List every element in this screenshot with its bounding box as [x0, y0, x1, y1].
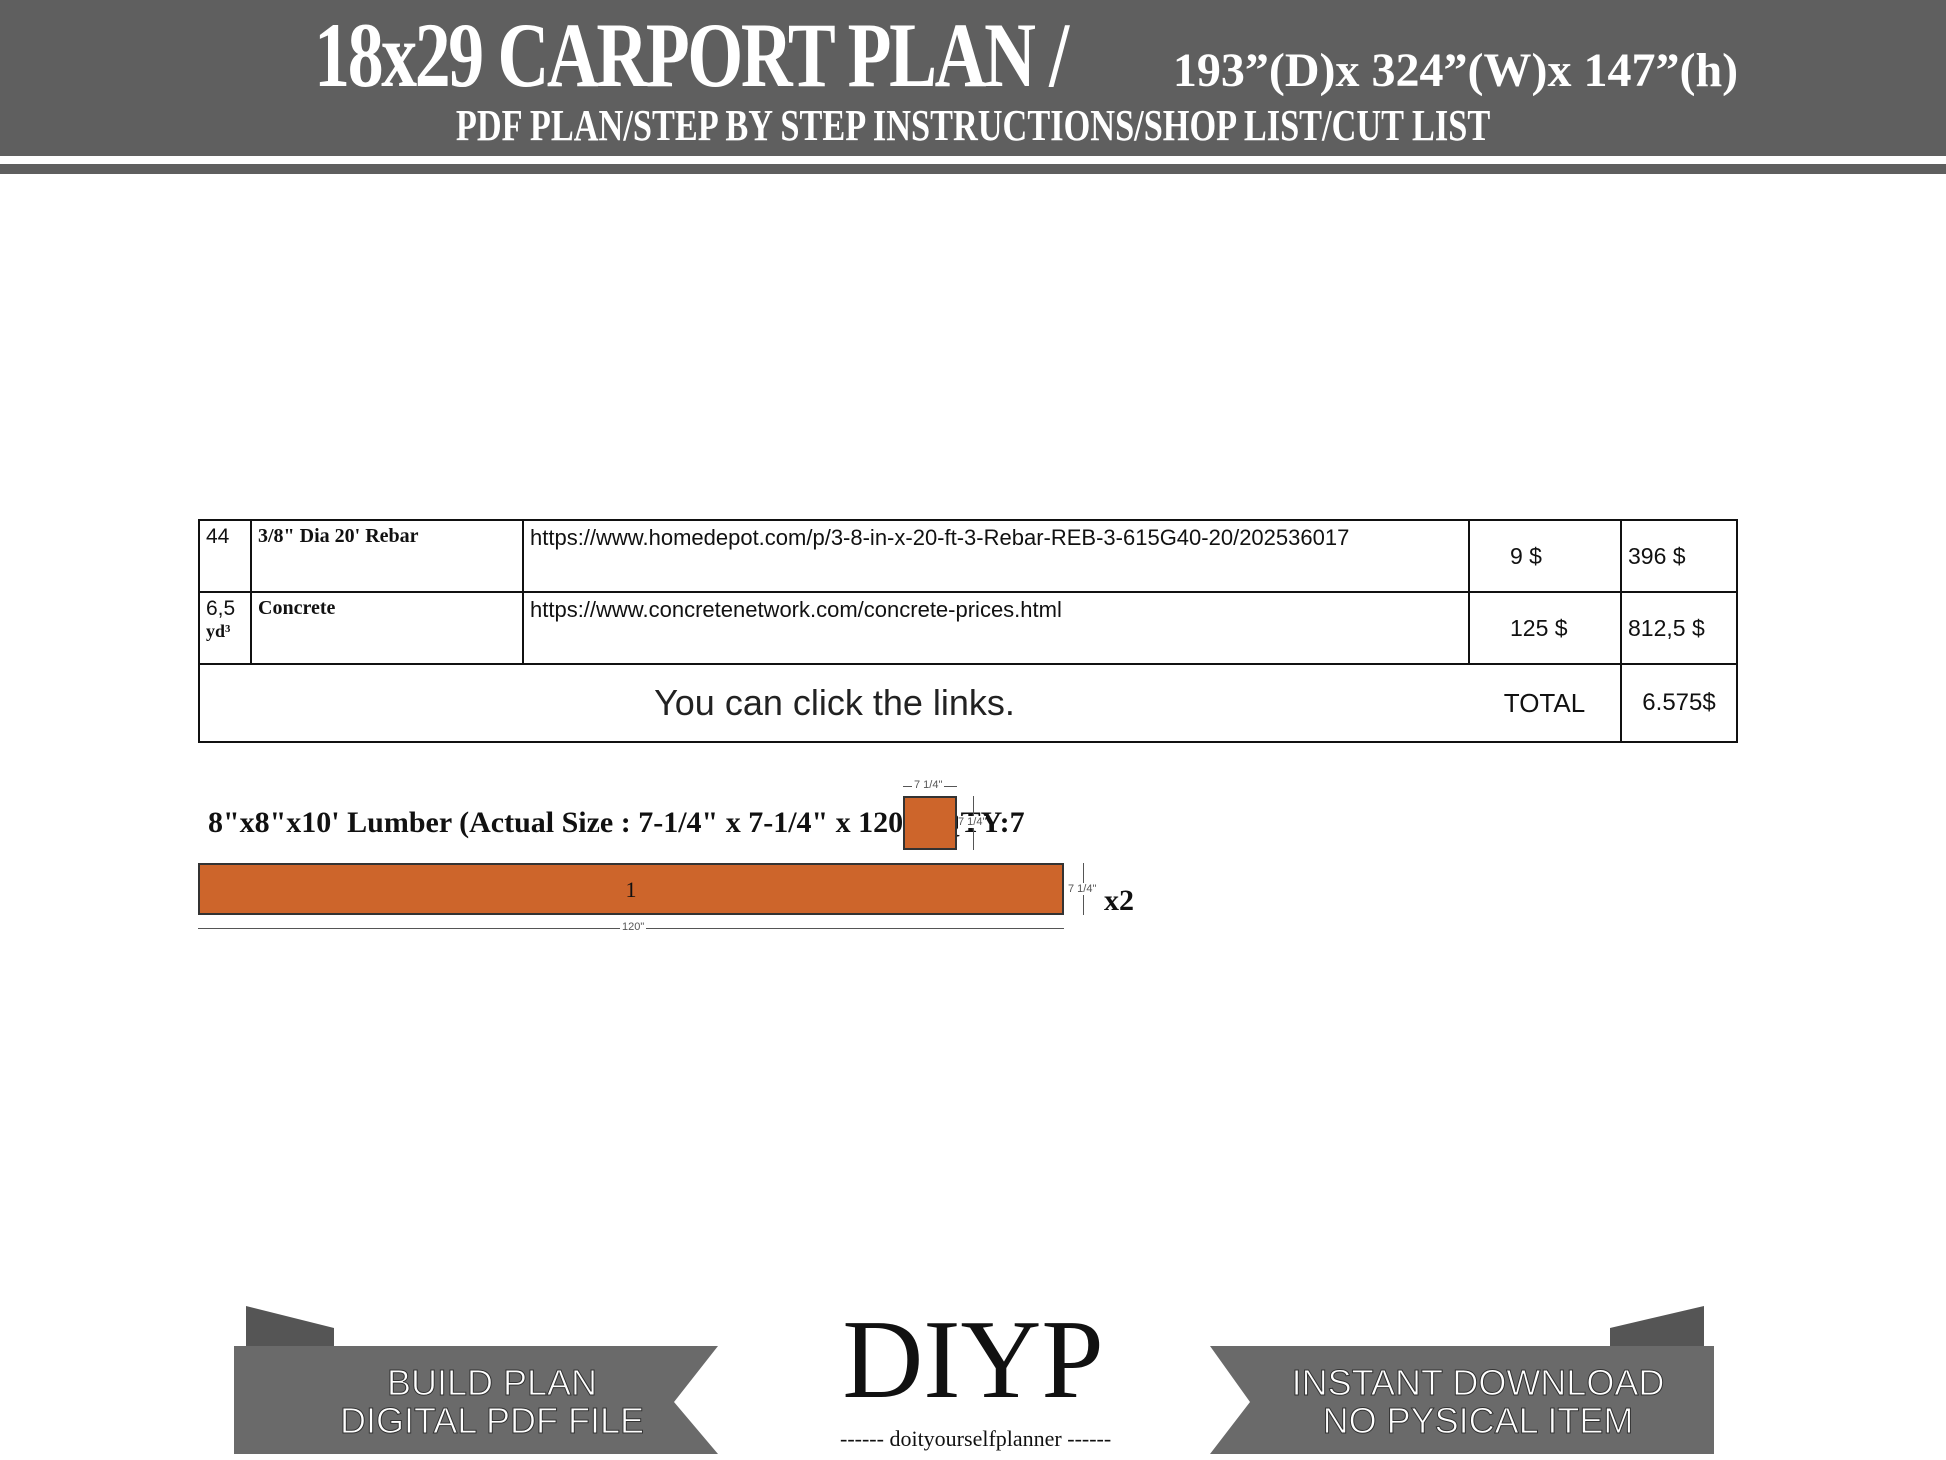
board-length-label: 120": [620, 921, 647, 933]
total-label: TOTAL: [1469, 663, 1622, 743]
piece-multiplier: x2: [1104, 884, 1134, 917]
qty-cell: 44: [198, 519, 252, 593]
left-banner-text: BUILD PLAN DIGITAL PDF FILE: [312, 1362, 672, 1441]
right-ribbon-banner: [1210, 1306, 1714, 1454]
right-banner-line2: NO PYSICAL ITEM: [1322, 1400, 1634, 1441]
diyp-logo: DIYP: [842, 1298, 1104, 1422]
section-height-label: 7 1/4": [958, 816, 987, 828]
shop-list-table: 44 3/8" Dia 20' Rebar https://www.homede…: [198, 519, 1738, 743]
title-main: 18x29 CARPORT PLAN /: [314, 4, 1069, 106]
logo-tagline: ------ doityourselfplanner ------: [840, 1426, 1112, 1451]
table-row: 44 3/8" Dia 20' Rebar https://www.homede…: [198, 519, 1738, 593]
item-name-cell: 3/8" Dia 20' Rebar: [250, 519, 524, 593]
header-divider: [0, 156, 1946, 164]
left-banner-line2: DIGITAL PDF FILE: [339, 1400, 645, 1441]
unit-price-cell: 9 $: [1468, 519, 1622, 593]
page-title: 18x29 CARPORT PLAN / 193”(D)x 324”(W)x 1…: [0, 2, 1946, 108]
qty-value: 44: [206, 525, 230, 548]
qty-cell: 6,5 yd³: [198, 591, 252, 665]
grand-total: 6.575$: [1620, 663, 1738, 743]
unit-price-cell: 125 $: [1468, 591, 1622, 665]
left-banner-line1: BUILD PLAN: [386, 1362, 598, 1403]
links-note: You can click the links.: [198, 663, 1469, 743]
header-divider-bar: [0, 164, 1946, 174]
row-total-cell: 812,5 $: [1620, 591, 1738, 665]
row-total-cell: 396 $: [1620, 519, 1738, 593]
header-bar: [0, 0, 1946, 156]
qty-unit: yd³: [206, 621, 231, 641]
right-banner-line1: INSTANT DOWNLOAD: [1291, 1362, 1665, 1403]
table-footer-row: You can click the links. TOTAL 6.575$: [198, 663, 1738, 743]
lumber-cross-section: [903, 796, 957, 850]
table-row: 6,5 yd³ Concrete https://www.concretenetw…: [198, 591, 1738, 665]
board-thickness-label: 7 1/4": [1068, 883, 1097, 895]
section-width-label: 7 1/4": [912, 779, 945, 791]
subtitle-text: PDF PLAN/STEP BY STEP INSTRUCTIONS/SHOP …: [455, 101, 1491, 150]
board-piece-label: 1: [625, 877, 637, 902]
title-dimensions: 193”(D)x 324”(W)x 147”(h): [1172, 44, 1739, 97]
lumber-cut-title: 8"x8"x10' Lumber (Actual Size : 7-1/4" x…: [208, 806, 1025, 839]
item-link[interactable]: https://www.concretenetwork.com/concrete…: [522, 591, 1470, 665]
item-name-cell: Concrete: [250, 591, 524, 665]
item-link[interactable]: https://www.homedepot.com/p/3-8-in-x-20-…: [522, 519, 1470, 593]
left-ribbon-banner: [234, 1306, 718, 1454]
qty-value: 6,5: [206, 597, 236, 620]
page-subtitle: PDF PLAN/STEP BY STEP INSTRUCTIONS/SHOP …: [0, 100, 1946, 151]
right-banner-text: INSTANT DOWNLOAD NO PYSICAL ITEM: [1268, 1362, 1688, 1441]
lumber-board: 1: [198, 863, 1064, 915]
